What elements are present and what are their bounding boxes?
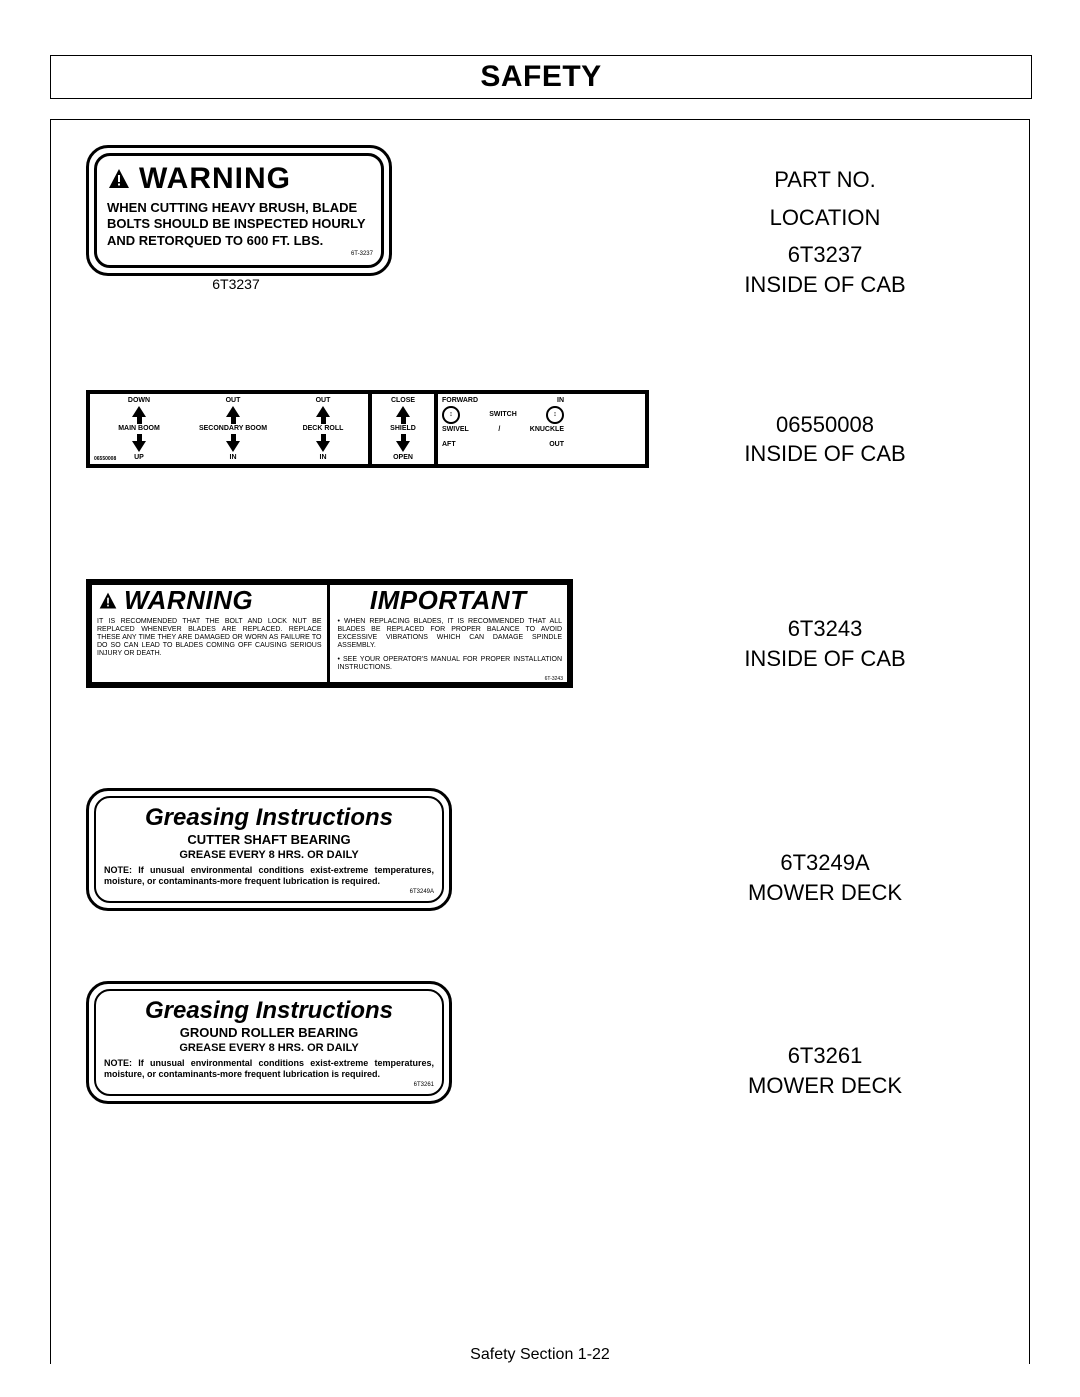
location-col-4: 6T3249A MOWER DECK <box>656 788 994 907</box>
decal5-note: NOTE: If unusual environmental condition… <box>104 1058 434 1080</box>
decal4-note: NOTE: If unusual environmental condition… <box>104 865 434 887</box>
decal2-location: INSIDE OF CAB <box>656 439 994 469</box>
arrow-up-icon <box>396 406 410 424</box>
decal4-heading: Greasing Instructions <box>104 804 434 832</box>
arrow-up-icon <box>132 406 146 424</box>
ctrl-switch: FORWARD IN ↕ SWITCH ↕ SWIVEL / <box>438 394 568 464</box>
location-col-5: 6T3261 MOWER DECK <box>656 981 994 1100</box>
decal-warning-brush: WARNING WHEN CUTTING HEAVY BRUSH, BLADE … <box>86 145 392 276</box>
switch-left-icon: ↕ <box>442 406 460 424</box>
decal-3-wrap: WARNING IT IS RECOMMENDED THAT THE BOLT … <box>86 579 656 688</box>
arrow-down-icon <box>316 434 330 452</box>
decal5-location: MOWER DECK <box>656 1071 994 1101</box>
alert-triangle-icon <box>98 591 118 611</box>
decal3-important-hdr: IMPORTANT <box>330 585 568 616</box>
decal1-partno: 6T3237 <box>656 240 994 270</box>
alert-triangle-icon <box>107 167 131 191</box>
decal-row-5: Greasing Instructions GROUND ROLLER BEAR… <box>86 981 994 1104</box>
location-col-2: 06550008 INSIDE OF CAB <box>656 390 994 469</box>
title-box: SAFETY <box>50 55 1032 99</box>
location-col-1: PART NO. LOCATION 6T3237 INSIDE OF CAB <box>656 145 994 300</box>
decal-4-wrap: Greasing Instructions CUTTER SHAFT BEARI… <box>86 788 656 911</box>
decal-grease-roller: Greasing Instructions GROUND ROLLER BEAR… <box>86 981 452 1104</box>
decal3-location: INSIDE OF CAB <box>656 644 994 674</box>
decal4-small-code: 6T3249A <box>104 889 434 895</box>
decal5-small-code: 6T3261 <box>104 1082 434 1088</box>
decal4-sub2: GREASE EVERY 8 HRS. OR DAILY <box>104 849 434 861</box>
decal5-partno: 6T3261 <box>656 1041 994 1071</box>
decal-row-1: WARNING WHEN CUTTING HEAVY BRUSH, BLADE … <box>86 145 994 300</box>
decal3-small-code: 6T-3243 <box>330 676 568 682</box>
decal4-sub: CUTTER SHAFT BEARING <box>104 832 434 847</box>
decal5-sub2: GREASE EVERY 8 HRS. OR DAILY <box>104 1042 434 1054</box>
ctrl-deck-roll: OUT DECK ROLL IN <box>278 394 368 464</box>
arrow-down-icon <box>132 434 146 452</box>
arrow-up-icon <box>316 406 330 424</box>
location-col-3: 6T3243 INSIDE OF CAB <box>656 579 994 673</box>
decal3-important-text2: • SEE YOUR OPERATOR'S MANUAL FOR PROPER … <box>330 654 568 676</box>
decal-row-4: Greasing Instructions CUTTER SHAFT BEARI… <box>86 788 994 911</box>
arrow-down-icon <box>226 434 240 452</box>
decal-controls: DOWN MAIN BOOM UP 06550008 OUT SECONDARY… <box>86 390 649 468</box>
decal5-sub: GROUND ROLLER BEARING <box>104 1025 434 1040</box>
arrow-down-icon <box>396 434 410 452</box>
decal-row-2: DOWN MAIN BOOM UP 06550008 OUT SECONDARY… <box>86 390 994 469</box>
decal3-important-text1: • WHEN REPLACING BLADES, IT IS RECOMMEND… <box>330 616 568 654</box>
decal-1-wrap: WARNING WHEN CUTTING HEAVY BRUSH, BLADE … <box>86 145 656 292</box>
arrow-up-icon <box>226 406 240 424</box>
page-footer: Safety Section 1-22 <box>51 1346 1029 1364</box>
decal1-small-code: 6T-3237 <box>105 251 373 257</box>
ctrl-shield: CLOSE SHIELD OPEN <box>372 394 434 464</box>
ctrl-main-boom: DOWN MAIN BOOM UP 06550008 <box>90 394 188 464</box>
page: SAFETY WARNING WHEN CUTTING HEAVY BRUSH,… <box>0 0 1080 1397</box>
decal-2-wrap: DOWN MAIN BOOM UP 06550008 OUT SECONDARY… <box>86 390 656 468</box>
decal3-warning-text: IT IS RECOMMENDED THAT THE BOLT AND LOCK… <box>92 616 327 662</box>
location-label: LOCATION <box>656 203 994 233</box>
page-title: SAFETY <box>51 60 1031 94</box>
ctrl-secondary-boom: OUT SECONDARY BOOM IN <box>188 394 278 464</box>
decal5-heading: Greasing Instructions <box>104 997 434 1025</box>
decal-warning-important: WARNING IT IS RECOMMENDED THAT THE BOLT … <box>86 579 573 688</box>
decal1-heading: WARNING <box>139 162 291 196</box>
decal-grease-cutter: Greasing Instructions CUTTER SHAFT BEARI… <box>86 788 452 911</box>
decal3-warning-hdr: WARNING <box>124 585 253 616</box>
decal4-location: MOWER DECK <box>656 878 994 908</box>
decal3-partno: 6T3243 <box>656 614 994 644</box>
decal1-location: INSIDE OF CAB <box>656 270 994 300</box>
decal-row-3: WARNING IT IS RECOMMENDED THAT THE BOLT … <box>86 579 994 688</box>
decal1-body: WHEN CUTTING HEAVY BRUSH, BLADE BOLTS SH… <box>105 196 373 249</box>
decal2-partno: 06550008 <box>656 410 994 440</box>
decal1-caption: 6T3237 <box>86 276 386 292</box>
content-frame: WARNING WHEN CUTTING HEAVY BRUSH, BLADE … <box>50 119 1030 1364</box>
partno-label: PART NO. <box>656 165 994 195</box>
switch-right-icon: ↕ <box>546 406 564 424</box>
decal-5-wrap: Greasing Instructions GROUND ROLLER BEAR… <box>86 981 656 1104</box>
decal4-partno: 6T3249A <box>656 848 994 878</box>
